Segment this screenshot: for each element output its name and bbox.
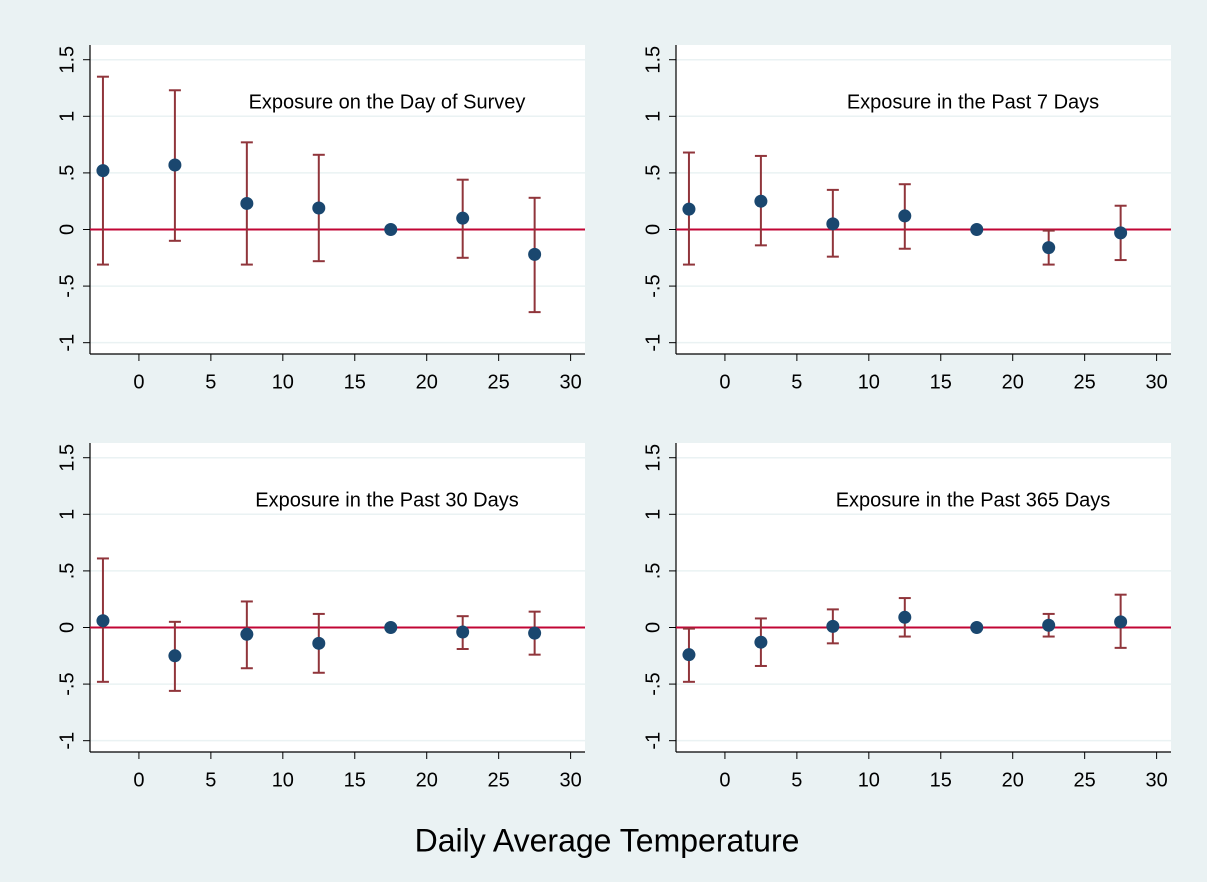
- x-tick-label: 0: [133, 769, 144, 791]
- x-tick-label: 10: [272, 371, 294, 393]
- x-tick-label: 25: [1074, 769, 1096, 791]
- x-tick-label: 30: [559, 769, 581, 791]
- point: [312, 201, 326, 215]
- y-tick-label: 1.5: [642, 444, 664, 472]
- x-tick-label: 20: [1002, 769, 1024, 791]
- y-tick-label: -1: [56, 334, 78, 352]
- point: [682, 202, 696, 216]
- x-tick-label: 30: [559, 371, 581, 393]
- point: [754, 635, 768, 649]
- x-tick-label: 10: [272, 769, 294, 791]
- x-tick-label: 30: [1145, 769, 1167, 791]
- x-tick-label: 5: [205, 769, 216, 791]
- point: [898, 209, 912, 223]
- y-tick-label: .5: [56, 165, 78, 182]
- y-tick-label: 1: [56, 111, 78, 122]
- y-tick-label: .5: [642, 563, 664, 580]
- point: [384, 620, 398, 634]
- y-tick-label: .5: [642, 165, 664, 182]
- point: [1114, 615, 1128, 629]
- point: [1042, 241, 1056, 255]
- x-axis-title: Daily Average Temperature: [415, 822, 800, 858]
- x-tick-label: 25: [1074, 371, 1096, 393]
- y-tick-label: 0: [56, 224, 78, 235]
- y-tick-label: 1: [642, 111, 664, 122]
- y-tick-label: 0: [56, 622, 78, 633]
- point: [682, 648, 696, 662]
- y-tick-label: -1: [56, 732, 78, 750]
- point: [528, 247, 542, 261]
- x-tick-label: 0: [719, 769, 730, 791]
- x-tick-label: 20: [416, 769, 438, 791]
- plot-area: [90, 45, 585, 354]
- x-tick-label: 30: [1145, 371, 1167, 393]
- y-tick-label: 1: [642, 509, 664, 520]
- plot-area: [676, 443, 1171, 752]
- x-tick-label: 20: [416, 371, 438, 393]
- point: [96, 614, 110, 628]
- y-tick-label: 1.5: [56, 46, 78, 74]
- y-tick-label: -1: [642, 334, 664, 352]
- y-tick-label: -.5: [56, 672, 78, 695]
- x-tick-label: 10: [858, 769, 880, 791]
- x-tick-label: 25: [488, 769, 510, 791]
- point: [168, 158, 182, 172]
- panel-title: Exposure in the Past 30 Days: [255, 489, 518, 511]
- y-tick-label: 1.5: [642, 46, 664, 74]
- point: [528, 626, 542, 640]
- y-tick-label: -.5: [642, 274, 664, 297]
- point: [456, 625, 470, 639]
- x-tick-label: 0: [719, 371, 730, 393]
- point: [96, 164, 110, 178]
- point: [384, 222, 398, 236]
- point: [898, 610, 912, 624]
- plot-area: [90, 443, 585, 752]
- point: [970, 620, 984, 634]
- point: [240, 196, 254, 210]
- x-tick-label: 5: [791, 371, 802, 393]
- point: [1042, 618, 1056, 632]
- panel-title: Exposure on the Day of Survey: [249, 91, 526, 113]
- y-tick-label: -.5: [56, 274, 78, 297]
- point: [168, 649, 182, 663]
- x-tick-label: 5: [205, 371, 216, 393]
- x-tick-label: 5: [791, 769, 802, 791]
- x-tick-label: 15: [344, 371, 366, 393]
- y-tick-label: .5: [56, 563, 78, 580]
- x-tick-label: 20: [1002, 371, 1024, 393]
- x-tick-label: 15: [930, 371, 952, 393]
- point: [826, 217, 840, 231]
- y-tick-label: -1: [642, 732, 664, 750]
- point: [240, 627, 254, 641]
- point: [1114, 226, 1128, 240]
- y-tick-label: 0: [642, 622, 664, 633]
- x-tick-label: 10: [858, 371, 880, 393]
- panel-title: Exposure in the Past 7 Days: [847, 91, 1099, 113]
- y-tick-label: -.5: [642, 672, 664, 695]
- x-tick-label: 25: [488, 371, 510, 393]
- x-tick-label: 15: [344, 769, 366, 791]
- x-tick-label: 15: [930, 769, 952, 791]
- point: [754, 194, 768, 208]
- point: [970, 222, 984, 236]
- y-tick-label: 1.5: [56, 444, 78, 472]
- y-tick-label: 1: [56, 509, 78, 520]
- x-tick-label: 0: [133, 371, 144, 393]
- point: [826, 619, 840, 633]
- point: [312, 636, 326, 650]
- panel-title: Exposure in the Past 365 Days: [836, 489, 1111, 511]
- point: [456, 211, 470, 225]
- y-tick-label: 0: [642, 224, 664, 235]
